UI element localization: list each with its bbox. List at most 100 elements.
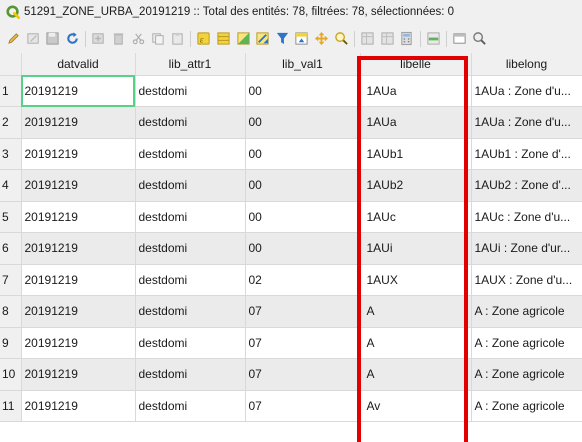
cell-libelong[interactable]: A : Zone agricole	[471, 295, 582, 328]
cell-lib-attr1[interactable]: destdomi	[135, 390, 246, 422]
cell-libelong[interactable]: A : Zone agricole	[471, 358, 582, 391]
cell-libelle[interactable]: 1AUb1	[360, 138, 472, 170]
cell-libelle[interactable]: A	[360, 327, 472, 359]
cell-datvalid[interactable]: 20191219	[21, 232, 136, 265]
row-number[interactable]: 2	[0, 106, 22, 139]
cell-lib-val1[interactable]: 00	[245, 106, 361, 139]
cell-datvalid[interactable]: 20191219	[21, 264, 136, 296]
cell-datvalid[interactable]: 20191219	[21, 295, 136, 328]
cell-datvalid[interactable]: 20191219	[21, 327, 136, 359]
invert-selection-icon[interactable]	[236, 31, 251, 46]
move-selection-top-icon[interactable]	[294, 31, 309, 46]
cell-lib-val1[interactable]: 00	[245, 232, 361, 265]
row-number[interactable]: 8	[0, 295, 22, 328]
select-all-icon[interactable]	[216, 31, 231, 46]
cell-lib-val1[interactable]: 00	[245, 75, 361, 107]
table-row[interactable]: 1 20191219 destdomi 00 1AUa 1AUa : Zone …	[0, 75, 582, 107]
row-number[interactable]: 6	[0, 232, 22, 265]
table-row[interactable]: 6 20191219 destdomi 00 1AUi 1AUi : Zone …	[0, 232, 582, 265]
cell-lib-attr1[interactable]: destdomi	[135, 201, 246, 233]
cell-lib-attr1[interactable]: destdomi	[135, 327, 246, 359]
cell-libelong[interactable]: A : Zone agricole	[471, 327, 582, 359]
cell-libelle[interactable]: 1AUi	[360, 232, 472, 265]
cell-libelle[interactable]: 1AUX	[360, 264, 472, 296]
pan-map-icon[interactable]	[314, 31, 329, 46]
row-number[interactable]: 1	[0, 75, 22, 107]
cell-libelong[interactable]: 1AUb1 : Zone d'...	[471, 138, 582, 170]
column-header-libelle[interactable]: libelle	[360, 53, 472, 76]
copy-icon[interactable]	[150, 31, 165, 46]
cell-lib-val1[interactable]: 07	[245, 327, 361, 359]
cell-libelle[interactable]: Av	[360, 390, 472, 422]
cell-libelle[interactable]: A	[360, 358, 472, 391]
cell-datvalid[interactable]: 20191219	[21, 358, 136, 391]
row-number[interactable]: 3	[0, 138, 22, 170]
cell-lib-attr1[interactable]: destdomi	[135, 75, 246, 107]
row-number[interactable]: 9	[0, 327, 22, 359]
cell-lib-val1[interactable]: 00	[245, 169, 361, 202]
dock-icon[interactable]	[452, 31, 467, 46]
cell-datvalid[interactable]: 20191219	[21, 138, 136, 170]
row-number[interactable]: 4	[0, 169, 22, 202]
multi-edit-icon[interactable]	[26, 31, 41, 46]
expression-select-icon[interactable]: ε	[196, 31, 211, 46]
table-row[interactable]: 11 20191219 destdomi 07 Av A : Zone agri…	[0, 390, 582, 422]
cell-lib-attr1[interactable]: destdomi	[135, 232, 246, 265]
cell-libelong[interactable]: 1AUa : Zone d'u...	[471, 75, 582, 107]
table-row[interactable]: 5 20191219 destdomi 00 1AUc 1AUc : Zone …	[0, 201, 582, 233]
delete-feature-icon[interactable]	[111, 31, 126, 46]
cell-lib-val1[interactable]: 07	[245, 358, 361, 391]
cell-lib-attr1[interactable]: destdomi	[135, 358, 246, 391]
row-number[interactable]: 11	[0, 390, 22, 422]
cell-libelong[interactable]: 1AUi : Zone d'ur...	[471, 232, 582, 265]
table-row[interactable]: 2 20191219 destdomi 00 1AUa 1AUa : Zone …	[0, 106, 582, 139]
cell-datvalid[interactable]: 20191219	[21, 201, 136, 233]
cell-lib-attr1[interactable]: destdomi	[135, 264, 246, 296]
delete-field-icon[interactable]	[380, 31, 395, 46]
table-row[interactable]: 3 20191219 destdomi 00 1AUb1 1AUb1 : Zon…	[0, 138, 582, 170]
row-number-header[interactable]	[0, 53, 22, 76]
zoom-table-icon[interactable]	[472, 31, 487, 46]
cell-libelong[interactable]: 1AUX : Zone d'u...	[471, 264, 582, 296]
column-header-lib-val1[interactable]: lib_val1	[245, 53, 361, 76]
cell-lib-attr1[interactable]: destdomi	[135, 106, 246, 139]
column-header-datvalid[interactable]: datvalid	[21, 53, 136, 76]
table-row[interactable]: 7 20191219 destdomi 02 1AUX 1AUX : Zone …	[0, 264, 582, 296]
cell-libelle[interactable]: 1AUa	[360, 106, 472, 139]
cell-lib-val1[interactable]: 00	[245, 201, 361, 233]
save-edits-icon[interactable]	[45, 31, 60, 46]
cell-lib-attr1[interactable]: destdomi	[135, 169, 246, 202]
cell-libelong[interactable]: 1AUb2 : Zone d'...	[471, 169, 582, 202]
zoom-map-icon[interactable]	[334, 31, 349, 46]
cell-libelong[interactable]: 1AUa : Zone d'u...	[471, 106, 582, 139]
row-number[interactable]: 5	[0, 201, 22, 233]
cut-icon[interactable]	[131, 31, 146, 46]
table-row[interactable]: 10 20191219 destdomi 07 A A : Zone agric…	[0, 358, 582, 391]
field-calculator-icon[interactable]	[399, 31, 414, 46]
new-field-icon[interactable]	[360, 31, 375, 46]
table-row[interactable]: 4 20191219 destdomi 00 1AUb2 1AUb2 : Zon…	[0, 169, 582, 202]
row-number[interactable]: 10	[0, 358, 22, 391]
paste-icon[interactable]	[170, 31, 185, 46]
deselect-all-icon[interactable]	[255, 31, 270, 46]
cell-datvalid[interactable]: 20191219	[21, 169, 136, 202]
cell-lib-val1[interactable]: 02	[245, 264, 361, 296]
row-number[interactable]: 7	[0, 264, 22, 296]
cell-lib-attr1[interactable]: destdomi	[135, 138, 246, 170]
cell-lib-attr1[interactable]: destdomi	[135, 295, 246, 328]
conditional-formatting-icon[interactable]	[426, 31, 441, 46]
column-header-lib-attr1[interactable]: lib_attr1	[135, 53, 246, 76]
cell-libelle[interactable]: 1AUa	[360, 75, 472, 107]
cell-lib-val1[interactable]: 07	[245, 295, 361, 328]
cell-lib-val1[interactable]: 00	[245, 138, 361, 170]
table-row[interactable]: 9 20191219 destdomi 07 A A : Zone agrico…	[0, 327, 582, 359]
table-row[interactable]: 8 20191219 destdomi 07 A A : Zone agrico…	[0, 295, 582, 328]
add-feature-icon[interactable]	[91, 31, 106, 46]
cell-datvalid[interactable]: 20191219	[21, 390, 136, 422]
cell-datvalid[interactable]: 20191219	[21, 106, 136, 139]
cell-libelle[interactable]: 1AUb2	[360, 169, 472, 202]
cell-libelle[interactable]: A	[360, 295, 472, 328]
cell-datvalid[interactable]: 20191219	[21, 75, 136, 107]
reload-icon[interactable]	[65, 31, 80, 46]
column-header-libelong[interactable]: libelong	[471, 53, 582, 76]
